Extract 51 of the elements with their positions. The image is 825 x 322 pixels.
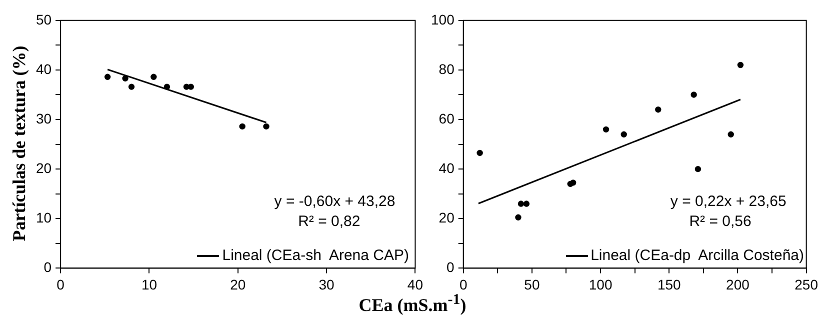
point <box>690 92 697 98</box>
point <box>128 84 135 90</box>
x-tick-label: 20 <box>230 276 246 292</box>
point <box>737 62 744 68</box>
legend-label: Lineal (CEa-sh Arena CAP) <box>222 247 409 264</box>
y-tick-label: 50 <box>36 11 52 28</box>
y-tick-label: 10 <box>36 210 52 226</box>
point <box>655 106 662 113</box>
x-tick-label: 10 <box>141 276 158 292</box>
y-tick-label: 0 <box>446 259 455 276</box>
y-tick-label: 60 <box>438 110 455 126</box>
point <box>602 126 610 133</box>
point <box>188 84 194 90</box>
point <box>523 200 530 207</box>
x-tick-label: 200 <box>726 276 750 292</box>
x-tick-label: 30 <box>318 276 335 292</box>
y-axis-title: Partículas de textura (%) <box>10 45 30 241</box>
point <box>263 123 270 130</box>
x-axis-title: CEa (mS.m$^{-1}$) <box>358 292 468 316</box>
point <box>515 214 522 220</box>
y-tick-label: 20 <box>438 210 455 226</box>
annotation: R² = 0,56 <box>689 213 752 230</box>
annotation: R² = 0,82 <box>298 213 360 230</box>
y-tick-label: 30 <box>36 110 52 126</box>
y-tick-label: 40 <box>36 60 52 77</box>
x-tick-label: 0 <box>459 276 468 292</box>
y-tick-label: 100 <box>431 11 455 28</box>
point <box>694 166 702 172</box>
annotation: y = 0,22x + 23,65 <box>670 193 786 210</box>
point <box>570 180 576 186</box>
point <box>150 74 157 80</box>
x-tick-label: 40 <box>407 276 424 292</box>
x-tick-label: 50 <box>524 276 540 292</box>
y-tick-label: 20 <box>36 160 52 176</box>
legend-label: Lineal (CEa-dp Arcilla Costeña) <box>590 247 804 264</box>
y-tick-label: 40 <box>438 160 455 176</box>
point <box>122 75 128 82</box>
point <box>164 84 170 90</box>
x-tick-label: 250 <box>794 276 818 292</box>
y-tick-label: 0 <box>44 259 52 276</box>
x-tick-label: 0 <box>56 276 65 292</box>
point <box>104 74 111 80</box>
point <box>620 131 627 138</box>
annotation: y = -0,60x + 43,28 <box>274 193 396 210</box>
point <box>476 150 483 156</box>
point <box>728 131 734 138</box>
x-tick-label: 100 <box>588 276 612 292</box>
x-tick-label: 150 <box>657 276 682 292</box>
point <box>518 200 524 207</box>
point <box>239 123 246 130</box>
y-tick-label: 80 <box>438 60 455 77</box>
